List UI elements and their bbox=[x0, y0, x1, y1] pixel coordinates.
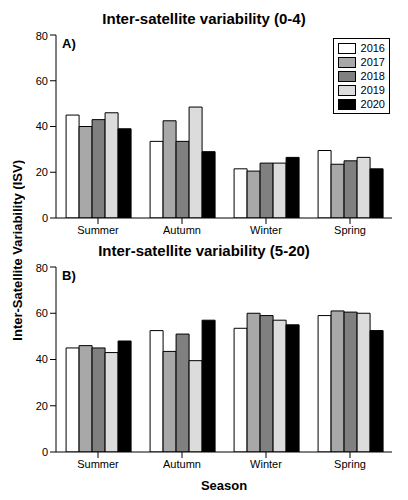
svg-text:0: 0 bbox=[42, 212, 48, 224]
svg-text:Summer: Summer bbox=[77, 224, 119, 236]
svg-text:80: 80 bbox=[36, 262, 48, 274]
html-text:Inter-Satellite Variability (I: Inter-Satellite Variability (ISV) bbox=[9, 159, 25, 341]
svg-text:Spring: Spring bbox=[334, 458, 366, 470]
html-text:B): B) bbox=[62, 268, 76, 283]
html-text:2017: 2017 bbox=[360, 56, 385, 68]
html-text:2018: 2018 bbox=[360, 70, 385, 82]
svg-text:60: 60 bbox=[36, 307, 48, 319]
svg-text:60: 60 bbox=[36, 75, 48, 87]
html-text:A): A) bbox=[62, 36, 76, 51]
html-text:2019: 2019 bbox=[360, 84, 385, 96]
svg-text:Autumn: Autumn bbox=[163, 458, 201, 470]
svg-text:20: 20 bbox=[36, 166, 48, 178]
svg-text:20: 20 bbox=[36, 400, 48, 412]
html-text:2020: 2020 bbox=[360, 98, 385, 110]
html-text:2016: 2016 bbox=[360, 42, 385, 54]
html-text:Inter-satellite variability (0: Inter-satellite variability (0-4) bbox=[102, 10, 306, 27]
svg-text:80: 80 bbox=[36, 30, 48, 42]
svg-text:Spring: Spring bbox=[334, 224, 366, 236]
svg-text:Winter: Winter bbox=[250, 224, 282, 236]
svg-text:40: 40 bbox=[36, 353, 48, 365]
svg-text:Autumn: Autumn bbox=[163, 224, 201, 236]
svg-text:Summer: Summer bbox=[77, 458, 119, 470]
svg-text:0: 0 bbox=[42, 446, 48, 458]
svg-text:Winter: Winter bbox=[250, 458, 282, 470]
svg-text:40: 40 bbox=[36, 120, 48, 132]
html-text:Inter-satellite variability (5: Inter-satellite variability (5-20) bbox=[98, 242, 310, 259]
svg-text:Season: Season bbox=[201, 478, 247, 492]
